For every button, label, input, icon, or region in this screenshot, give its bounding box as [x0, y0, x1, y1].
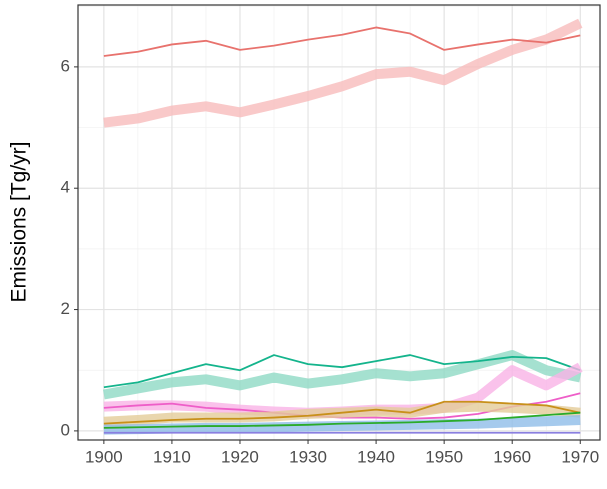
x-tick-label: 1940	[357, 447, 395, 466]
x-tick-label: 1900	[85, 447, 123, 466]
x-tick-label: 1970	[561, 447, 599, 466]
x-tick-label: 1950	[425, 447, 463, 466]
line	[103, 400, 581, 425]
x-tick-label: 1930	[289, 447, 327, 466]
line	[103, 26, 581, 57]
y-tick-label: 6	[61, 56, 70, 75]
x-tick-label: 1920	[221, 447, 259, 466]
line	[103, 354, 581, 389]
y-tick-label: 0	[61, 420, 70, 439]
x-tick-label: 1910	[153, 447, 191, 466]
y-tick-label: 2	[61, 299, 70, 318]
band-line	[103, 18, 583, 128]
line	[103, 411, 581, 429]
y-axis-title: Emissions [Tg/yr]	[8, 141, 31, 302]
x-tick-label: 1960	[493, 447, 531, 466]
band-line	[103, 414, 581, 435]
panel-border	[77, 4, 601, 441]
y-tick-label: 4	[61, 178, 70, 197]
